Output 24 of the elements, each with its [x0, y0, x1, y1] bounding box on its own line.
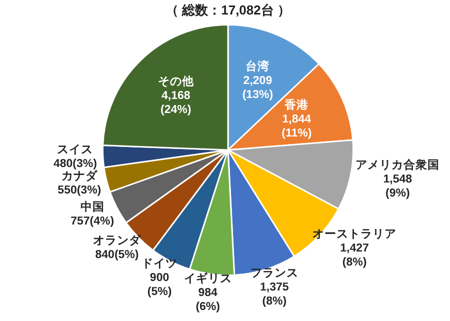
data-label: 480(3%)	[53, 158, 98, 170]
slice-label: イギリス	[184, 270, 232, 285]
data-label: 840(5%)	[95, 248, 139, 261]
data-label: 4,168 (24%)	[160, 90, 192, 116]
data-label: 984 (6%)	[196, 286, 220, 313]
data-label: 1,375 (8%)	[260, 281, 290, 308]
data-label: 550(3%)	[58, 184, 102, 196]
slice-label: 中国	[80, 200, 104, 214]
slice-label: フランス	[250, 267, 298, 280]
data-label: 1,427 (8%)	[340, 242, 369, 268]
slice-label: スイス	[57, 143, 94, 156]
data-label: 757(4%)	[70, 216, 114, 228]
data-label: 1,844 (11%)	[282, 114, 312, 140]
chart-title: （ 総数：17,082台 ）	[166, 2, 290, 18]
slice-label: アメリカ合衆国	[356, 157, 440, 172]
data-label: 1,548 (9%)	[383, 173, 413, 200]
slice-label: 香港	[284, 98, 310, 112]
slice-label: オランダ	[92, 232, 142, 247]
slice-label: カナダ	[61, 168, 98, 182]
slice-label: その他	[158, 75, 195, 88]
data-label: 900 (5%)	[147, 272, 172, 298]
slice-label: 台湾	[246, 59, 270, 74]
slice-label: ドイツ	[142, 256, 178, 270]
data-label: 2,209 (13%)	[242, 75, 274, 102]
